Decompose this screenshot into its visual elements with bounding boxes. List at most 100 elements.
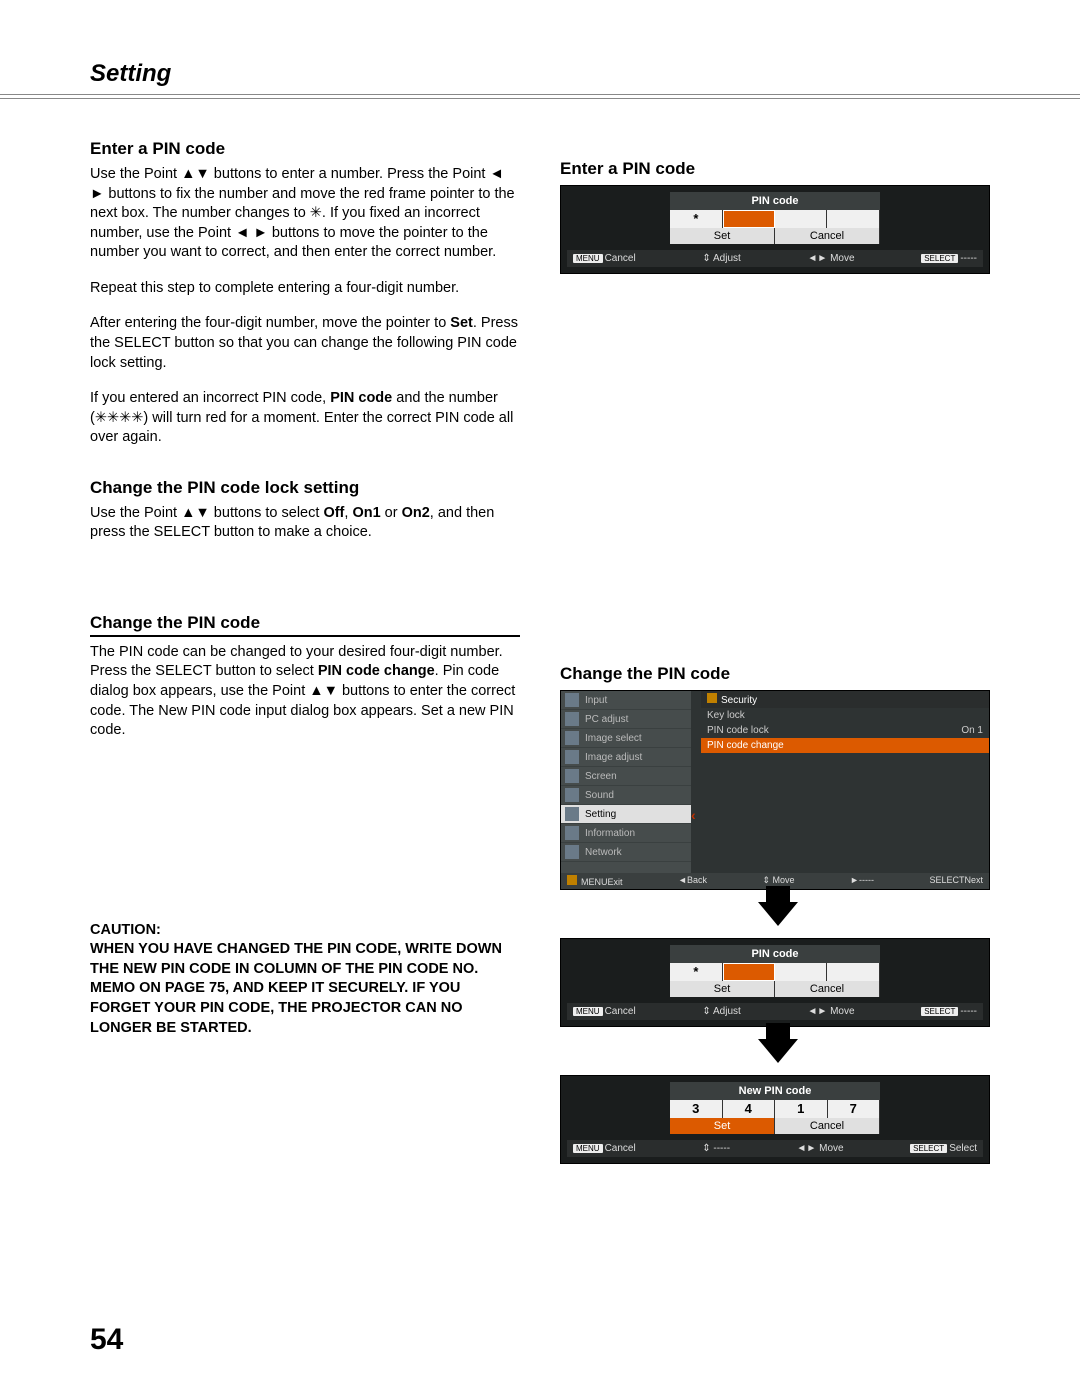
heading-change-pin: Change the PIN code (90, 613, 520, 637)
menu-icon (565, 845, 579, 859)
footer-text: Move (819, 1143, 843, 1154)
pin-digit-box (775, 210, 828, 228)
para-enter-pin-3: After entering the four-digit number, mo… (90, 314, 520, 373)
footer-badge: SELECT (921, 254, 958, 263)
cancel-button: Cancel (775, 981, 880, 997)
menu-item-label: Screen (585, 771, 617, 782)
menu-item: Information (561, 824, 691, 843)
pin-dialog-title: PIN code (670, 192, 880, 210)
menu-icon (565, 769, 579, 783)
pin-box-row: 3417 (670, 1100, 880, 1118)
footer-text: ----- (859, 875, 874, 885)
dialog-footer: MENUCancel ⇕ Adjust ◄► Move SELECT----- (567, 250, 983, 267)
footer-text: Next (964, 875, 983, 885)
menu-item: Network (561, 843, 691, 862)
text: After entering the four-digit number, mo… (90, 315, 450, 331)
menu-left-panel: Input PC adjust Image select Image adjust Sc… (561, 691, 691, 876)
para-change-lock: Use the Point ▲▼ buttons to select Off, … (90, 504, 520, 543)
menu-item: Image adjust (561, 748, 691, 767)
pin-button-row: SetCancel (670, 1118, 880, 1134)
menu-item-label: Input (585, 695, 607, 706)
cancel-button: Cancel (775, 1118, 880, 1134)
dialog-footer: MENUCancel ⇕ Adjust ◄► Move SELECT----- (567, 1003, 983, 1020)
menu-icon (565, 712, 579, 726)
text: or (381, 505, 402, 521)
footer-text: Select (949, 1143, 977, 1154)
set-button: Set (670, 981, 775, 997)
arrow-icon: ◄ (678, 875, 687, 885)
menu-item-label: Sound (585, 790, 614, 801)
pin-dialog-title: PIN code (670, 945, 880, 963)
footer-badge: MENU (573, 1007, 603, 1016)
left-column: Enter a PIN code Use the Point ▲▼ button… (90, 139, 520, 1164)
menu-item-label: Setting (585, 809, 616, 820)
menu-item-label: Network (585, 847, 622, 858)
text-bold: PIN code change (318, 663, 435, 679)
arrows-icon: ⇕ (702, 1006, 710, 1017)
menu-item-label: Information (585, 828, 635, 839)
menu-item-label: Image adjust (585, 752, 642, 763)
menu-item: PC adjust (561, 710, 691, 729)
pin-dialog-title: New PIN code (670, 1082, 880, 1100)
submenu-row: PIN code lock On 1 (701, 723, 989, 738)
footer-text: Move (830, 1006, 854, 1017)
pin-digit-box (775, 963, 828, 981)
arrows-icon: ◄► (808, 1006, 828, 1017)
pin-digit-box: 4 (723, 1100, 776, 1118)
footer-badge: SELECT (910, 1144, 947, 1153)
pin-button-row: SetCancel (670, 981, 880, 997)
footer-text: Back (687, 875, 707, 885)
lock-icon (707, 693, 717, 703)
text-bold: On1 (352, 505, 380, 521)
menu-item: Image select (561, 729, 691, 748)
chevron-icon: ‹ (691, 807, 696, 823)
right-column: Enter a PIN code PIN code * SetCancel ME… (560, 139, 995, 1164)
footer-badge: MENU (581, 877, 608, 887)
arrow-down-icon (758, 902, 798, 926)
footer-text: Cancel (605, 1006, 636, 1017)
footer-text: ----- (713, 1143, 730, 1154)
caution-label: CAUTION: (90, 921, 520, 941)
submenu-label: PIN code lock (707, 725, 769, 736)
pin-dialog-1: PIN code * SetCancel MENUCancel ⇕ Adjust… (560, 185, 990, 274)
submenu-row: Key lock (701, 708, 989, 723)
arrow-icon: ► (850, 875, 859, 885)
text: If you entered an incorrect PIN code, (90, 390, 330, 406)
arrows-icon: ⇕ (762, 875, 770, 885)
menu-item: Sound (561, 786, 691, 805)
footer-text: ----- (960, 1006, 977, 1017)
footer-text: ----- (960, 253, 977, 264)
menu-item-label: Image select (585, 733, 642, 744)
para-enter-pin-2: Repeat this step to complete entering a … (90, 279, 520, 299)
pin-dialog-2: PIN code * SetCancel MENUCancel ⇕ Adjust… (560, 938, 990, 1027)
set-button: Set (670, 228, 775, 244)
pin-digit-box (827, 210, 880, 228)
menu-icon (565, 826, 579, 840)
menu-icon (565, 807, 579, 821)
text-bold: On2 (402, 505, 430, 521)
heading-right-enter-pin: Enter a PIN code (560, 159, 995, 179)
pin-box-row: * (670, 963, 880, 981)
menu-icon (565, 731, 579, 745)
section-title: Setting (90, 60, 1010, 88)
submenu-value: On 1 (961, 725, 983, 736)
menu-screenshot: PC1 InputPC adjustImage selectImage adju… (560, 690, 990, 890)
text-bold: PIN code (330, 390, 392, 406)
footer-badge: SELECT (929, 875, 964, 885)
menu-icon (565, 693, 579, 707)
arrows-icon: ⇕ (702, 1143, 710, 1154)
pin-digit-box: 1 (775, 1100, 828, 1118)
menu-item: Screen (561, 767, 691, 786)
pin-digit-box: * (670, 963, 723, 981)
heading-change-lock: Change the PIN code lock setting (90, 478, 520, 498)
footer-badge: MENU (573, 1144, 603, 1153)
caution-body: WHEN YOU HAVE CHANGED THE PIN CODE, WRIT… (90, 940, 520, 1038)
menu-item: Input (561, 691, 691, 710)
menu-icon (565, 750, 579, 764)
footer-badge: MENU (573, 254, 603, 263)
pin-button-row: SetCancel (670, 228, 880, 244)
pin-digit-box (723, 210, 775, 228)
footer-text: Move (773, 875, 795, 885)
dialog-footer: MENUCancel ⇕ ----- ◄► Move SELECTSelect (567, 1140, 983, 1157)
pin-digit-box: 3 (670, 1100, 723, 1118)
